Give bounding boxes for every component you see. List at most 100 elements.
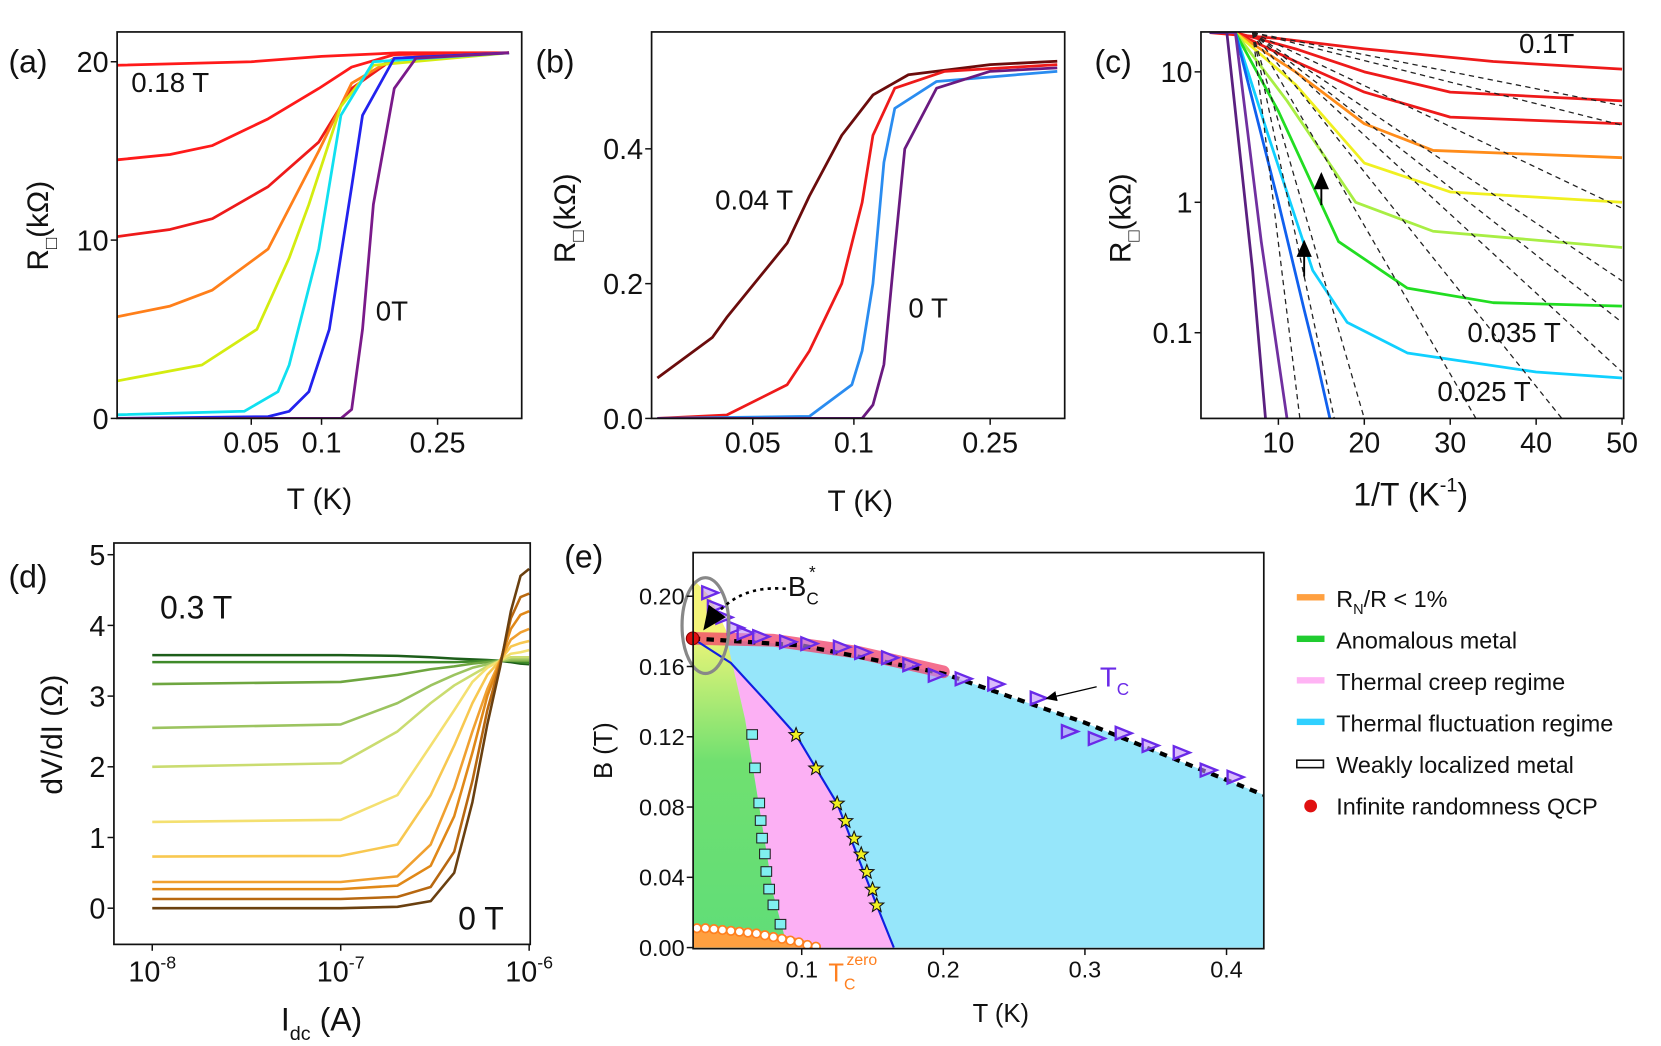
- tc-triangle-marker: [832, 639, 854, 656]
- panel-a-series: [117, 51, 510, 419]
- fit-line-dashed: [1251, 32, 1335, 419]
- tc-triangle-marker: [987, 675, 1008, 693]
- series-line: [152, 658, 530, 730]
- tc-zero-marker: [810, 941, 821, 949]
- star-marker: [837, 812, 855, 829]
- tc-triangle-marker: [701, 584, 722, 601]
- plot-frame-d: [113, 542, 532, 946]
- star-marker: [807, 759, 825, 776]
- tc-triangle-marker: [954, 670, 975, 687]
- y-axis-label: R□(kΩ): [549, 173, 588, 263]
- x-axis-label: T (K): [827, 485, 893, 518]
- x-axis-label-main: I: [281, 1002, 290, 1038]
- x-axis-label-sup: -1: [1440, 474, 1458, 496]
- y-tick-label: 0.0: [603, 404, 643, 436]
- y-tick-label: 10: [77, 225, 109, 257]
- y-tick-label: 0: [89, 894, 105, 926]
- series-line: [152, 653, 530, 666]
- y-tick-label: 10: [1160, 57, 1192, 89]
- series-line: [152, 610, 530, 891]
- x-tick-label: 0.25: [410, 427, 466, 459]
- series-line: [152, 659, 530, 686]
- tc-zero-marker: [751, 928, 762, 939]
- x-axis-label-rest: ): [1457, 477, 1468, 513]
- y-tick-label: 20: [77, 47, 109, 79]
- fit-line-dashed: [1252, 31, 1623, 107]
- panel-b: 0.05 0.1 0.25 0.0 0.2 0.4 (b) T (K) R□(kΩ) 0.04 T…: [536, 31, 1066, 518]
- x-tick-label: 0.1: [834, 427, 874, 459]
- fit-line-dashed: [1252, 32, 1563, 419]
- y-tick-label: 0.16: [639, 654, 685, 680]
- series-line: [117, 51, 510, 319]
- series-line: [152, 648, 530, 824]
- curve-annotation: 0.04 T: [715, 185, 793, 216]
- x-axis-label-main: 1/T (K: [1353, 477, 1439, 513]
- y-axis-label: dV/dI (Ω): [36, 675, 69, 795]
- tc-zero-marker: [785, 935, 796, 946]
- x-axis-label: Idc (A): [281, 1002, 362, 1041]
- star-marker: [852, 845, 870, 862]
- panel-label: (c): [1095, 43, 1132, 79]
- square-marker: [774, 918, 787, 930]
- series-line: [117, 51, 510, 417]
- series-line: [117, 51, 510, 383]
- x-axis-label: T (K): [973, 1000, 1029, 1028]
- tc-triangle-marker: [880, 649, 902, 666]
- bc-star-label-sub: C: [806, 589, 818, 609]
- fit-line-dashed: [1252, 32, 1623, 282]
- fit-line-dashed: [1252, 32, 1365, 419]
- tc-zero-label-sup: zero: [846, 952, 877, 969]
- curve-annotation: 0.035 T: [1467, 317, 1560, 348]
- series-line: [117, 51, 510, 162]
- x-tick-label: 10-7: [317, 953, 365, 989]
- y-axis-label-sub: □: [567, 230, 588, 241]
- plot-frame-e: [692, 551, 1265, 950]
- tc-zero-marker: [725, 925, 737, 937]
- fit-line-dashed: [1252, 32, 1623, 373]
- panel-label: (a): [9, 43, 48, 79]
- x-tick-label: 0.05: [223, 427, 279, 459]
- fit-line-dashed: [1251, 32, 1301, 419]
- star-marker: [787, 726, 805, 743]
- red-band: [693, 632, 950, 679]
- x-axis-label: T (K): [287, 483, 353, 516]
- legend: RN/R < 1% Anomalous metal Thermal creep re…: [1296, 586, 1613, 819]
- star-marker: [845, 829, 863, 846]
- panel-c-series: [1209, 31, 1623, 419]
- fit-line-dashed: [1252, 32, 1623, 209]
- series-line: [117, 51, 510, 419]
- star-marker: [828, 794, 846, 811]
- square-marker: [754, 815, 767, 826]
- tc-triangle-marker: [1114, 725, 1135, 742]
- x-tick-label: 10-6: [505, 953, 553, 989]
- x-tick-label: 10: [1262, 427, 1294, 459]
- phase-region: [728, 645, 894, 948]
- fit-line-dashed: [1252, 32, 1623, 323]
- tc-triangle-marker: [927, 667, 948, 684]
- bc-star-arrow: [703, 587, 786, 631]
- tc-zero-label-main: T: [828, 960, 844, 988]
- panel-label: (d): [9, 559, 48, 595]
- legend-label-sub: N: [1353, 602, 1363, 618]
- series-line: [1209, 31, 1267, 419]
- curve-annotation: 0 T: [908, 292, 948, 323]
- plot-frame-a: [116, 31, 523, 420]
- x-tick-label-main: 10: [128, 957, 160, 989]
- tc-zero-marker: [759, 930, 771, 941]
- tc-triangle-marker: [1199, 762, 1220, 779]
- square-marker: [760, 866, 773, 877]
- x-axis-label-sub: dc: [290, 1023, 311, 1040]
- tc-triangle-marker: [853, 644, 875, 661]
- legend-swatch: [1304, 799, 1318, 813]
- panel-label: (b): [536, 43, 575, 79]
- series-line: [657, 69, 1058, 419]
- square-marker: [746, 729, 759, 740]
- square-marker: [756, 832, 768, 844]
- x-tick-label: 0.3: [1069, 956, 1102, 982]
- tc-triangle-marker: [1226, 769, 1247, 786]
- tc-zero-marker: [708, 924, 720, 935]
- x-tick-label: 10-8: [128, 953, 176, 989]
- x-tick-label: 0.25: [962, 427, 1018, 459]
